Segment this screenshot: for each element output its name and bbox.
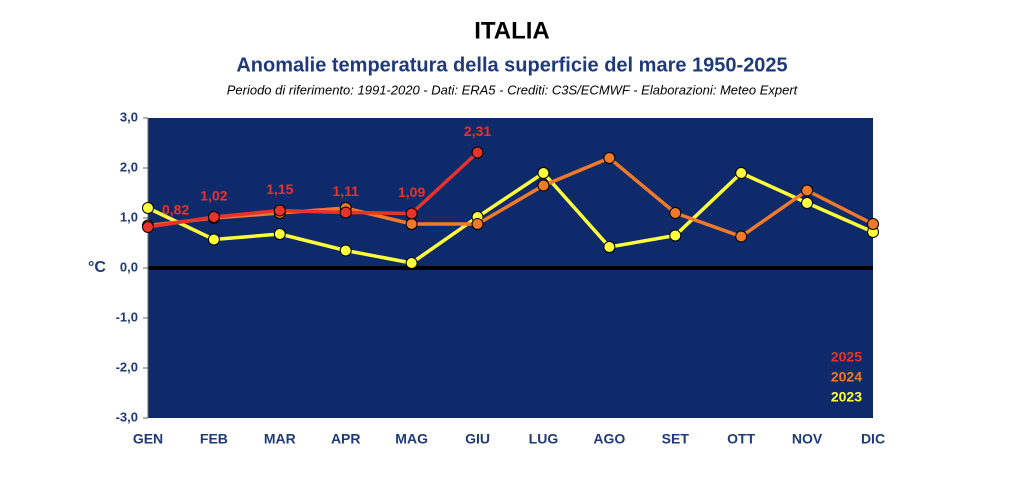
data-point — [339, 206, 352, 219]
data-point — [669, 207, 682, 219]
x-tick-label: FEB — [200, 431, 228, 447]
data-point — [142, 202, 154, 214]
y-tick-label: 0,0 — [120, 259, 138, 274]
data-point — [207, 211, 220, 223]
data-point — [471, 146, 484, 159]
y-tick-label: 2,0 — [120, 159, 138, 174]
x-tick-label: OTT — [727, 431, 755, 447]
data-point — [273, 204, 286, 217]
series-line — [147, 155, 874, 239]
data-point — [405, 207, 418, 220]
y-tick-label: -1,0 — [116, 309, 138, 324]
data-point — [537, 167, 550, 179]
data-point — [537, 179, 550, 192]
data-label: 2,31 — [464, 123, 491, 139]
data-label: 1,02 — [200, 188, 227, 204]
x-tick-label: MAR — [264, 431, 296, 447]
legend-label: 2025 — [831, 349, 862, 365]
x-tick-label: NOV — [792, 431, 823, 447]
data-point — [669, 229, 682, 242]
data-point — [273, 228, 286, 240]
data-point — [471, 218, 484, 230]
chart-title: ITALIA — [474, 17, 550, 44]
data-point — [405, 218, 418, 230]
x-tick-label: GEN — [133, 431, 163, 447]
series-line — [147, 170, 874, 265]
x-tick-label: AGO — [593, 431, 625, 447]
y-tick-label: 3,0 — [120, 109, 138, 124]
chart-note: Periodo di riferimento: 1991-2020 - Dati… — [227, 82, 799, 97]
legend-label: 2023 — [831, 389, 862, 405]
y-tick-label: 1,0 — [120, 209, 138, 224]
y-axis-label: °C — [88, 259, 106, 276]
data-point — [867, 218, 879, 230]
data-point — [339, 244, 352, 257]
chart-subtitle: Anomalie temperatura della superficie de… — [236, 54, 787, 76]
data-point — [735, 230, 748, 243]
data-point — [207, 233, 220, 246]
legend-label: 2024 — [831, 369, 862, 385]
x-tick-label: SET — [662, 431, 690, 447]
data-point — [801, 184, 814, 197]
y-tick-label: -3,0 — [116, 409, 138, 424]
data-point — [801, 197, 814, 209]
data-label: 1,11 — [332, 183, 359, 199]
data-label: 1,09 — [398, 184, 425, 200]
data-point — [405, 257, 418, 269]
series-line — [147, 151, 479, 229]
data-point — [603, 152, 616, 164]
x-tick-label: APR — [331, 431, 361, 447]
data-point — [142, 221, 154, 233]
data-label: 0,82 — [162, 202, 189, 218]
x-tick-label: LUG — [529, 431, 559, 447]
data-label: 1,15 — [266, 181, 293, 197]
data-point — [603, 241, 616, 253]
data-point — [735, 167, 748, 179]
x-tick-label: MAG — [395, 431, 428, 447]
y-tick-label: -2,0 — [116, 359, 138, 374]
x-tick-label: GIU — [465, 431, 490, 447]
x-tick-label: DIC — [861, 431, 885, 447]
